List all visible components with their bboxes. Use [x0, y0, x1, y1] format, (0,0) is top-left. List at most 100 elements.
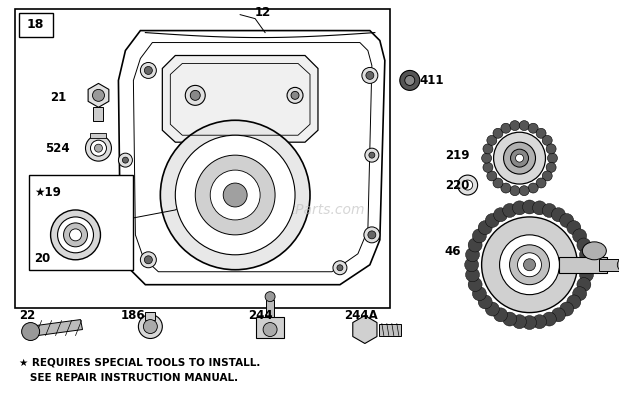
- Circle shape: [468, 277, 482, 292]
- Circle shape: [510, 245, 549, 285]
- Circle shape: [546, 144, 556, 154]
- Polygon shape: [29, 320, 82, 336]
- Circle shape: [580, 258, 595, 272]
- Circle shape: [573, 229, 587, 243]
- Circle shape: [265, 292, 275, 302]
- Circle shape: [365, 148, 379, 162]
- Text: 12: 12: [255, 6, 272, 19]
- Circle shape: [516, 154, 523, 162]
- Circle shape: [487, 171, 497, 181]
- Circle shape: [503, 142, 536, 174]
- Bar: [15, 9, 390, 308]
- Circle shape: [118, 153, 133, 167]
- Circle shape: [175, 135, 295, 255]
- Bar: [379, 323, 401, 336]
- Circle shape: [86, 135, 112, 161]
- Circle shape: [510, 186, 520, 196]
- Circle shape: [503, 312, 516, 326]
- Circle shape: [464, 258, 479, 272]
- Text: 411: 411: [420, 74, 445, 87]
- Text: 244: 244: [248, 309, 273, 322]
- Circle shape: [405, 75, 415, 85]
- Circle shape: [223, 183, 247, 207]
- Text: eReplacementParts.com: eReplacementParts.com: [195, 203, 365, 217]
- Circle shape: [140, 63, 156, 78]
- Circle shape: [92, 89, 104, 101]
- Text: SEE REPAIR INSTRUCTION MANUAL.: SEE REPAIR INSTRUCTION MANUAL.: [19, 374, 238, 383]
- Circle shape: [94, 144, 102, 152]
- Text: 22: 22: [19, 309, 35, 322]
- Bar: [559, 257, 608, 273]
- Circle shape: [478, 295, 492, 309]
- Circle shape: [577, 238, 591, 252]
- Circle shape: [503, 203, 516, 217]
- Circle shape: [547, 153, 557, 163]
- Text: 244A: 244A: [344, 309, 378, 322]
- Bar: [600, 259, 620, 271]
- Circle shape: [493, 128, 503, 138]
- Bar: [94, 107, 104, 121]
- Circle shape: [580, 268, 593, 282]
- Circle shape: [523, 200, 536, 214]
- Circle shape: [580, 248, 593, 262]
- Circle shape: [510, 121, 520, 130]
- Circle shape: [618, 258, 620, 272]
- Circle shape: [523, 316, 536, 329]
- Circle shape: [510, 149, 528, 167]
- Circle shape: [337, 265, 343, 271]
- Circle shape: [463, 180, 472, 190]
- Circle shape: [91, 140, 107, 156]
- Circle shape: [501, 183, 511, 193]
- Text: 21: 21: [51, 91, 67, 104]
- Circle shape: [364, 227, 380, 243]
- Circle shape: [546, 162, 556, 173]
- Circle shape: [519, 121, 529, 130]
- Circle shape: [144, 256, 153, 264]
- Circle shape: [485, 214, 499, 227]
- Circle shape: [22, 323, 40, 340]
- Text: 524: 524: [45, 142, 69, 155]
- Polygon shape: [118, 31, 385, 285]
- Circle shape: [466, 248, 479, 262]
- Circle shape: [333, 261, 347, 275]
- Circle shape: [513, 201, 526, 215]
- Circle shape: [140, 252, 156, 268]
- Circle shape: [483, 144, 493, 154]
- Bar: [91, 133, 107, 138]
- Circle shape: [573, 287, 587, 301]
- Circle shape: [291, 91, 299, 99]
- Circle shape: [144, 67, 153, 74]
- Circle shape: [513, 315, 526, 329]
- Circle shape: [493, 178, 503, 188]
- Text: 46: 46: [445, 245, 461, 258]
- Circle shape: [458, 175, 477, 195]
- Circle shape: [472, 287, 486, 301]
- Circle shape: [567, 221, 581, 234]
- Circle shape: [487, 136, 497, 145]
- Circle shape: [210, 170, 260, 220]
- Circle shape: [69, 229, 81, 241]
- Circle shape: [533, 201, 547, 215]
- Polygon shape: [162, 56, 318, 142]
- Circle shape: [161, 120, 310, 270]
- Circle shape: [533, 315, 547, 329]
- Circle shape: [64, 223, 87, 247]
- Text: 20: 20: [35, 252, 51, 265]
- Circle shape: [143, 320, 157, 333]
- Circle shape: [494, 208, 508, 222]
- Circle shape: [482, 217, 577, 312]
- Circle shape: [519, 186, 529, 196]
- Circle shape: [468, 238, 482, 252]
- Bar: [256, 316, 284, 338]
- Circle shape: [287, 87, 303, 103]
- Circle shape: [567, 295, 581, 309]
- Circle shape: [542, 136, 552, 145]
- Text: ★ REQUIRES SPECIAL TOOLS TO INSTALL.: ★ REQUIRES SPECIAL TOOLS TO INSTALL.: [19, 357, 260, 368]
- Circle shape: [501, 123, 511, 133]
- Circle shape: [536, 128, 546, 138]
- Text: ★19: ★19: [35, 186, 61, 199]
- Circle shape: [500, 235, 559, 295]
- Circle shape: [518, 253, 541, 277]
- Circle shape: [523, 259, 536, 271]
- Circle shape: [528, 123, 538, 133]
